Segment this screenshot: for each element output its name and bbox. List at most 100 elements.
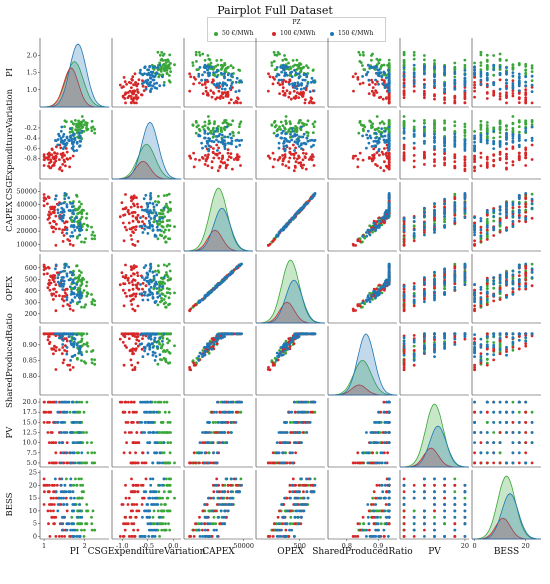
scatter-point xyxy=(221,335,225,338)
scatter-point xyxy=(68,285,72,289)
scatter-point xyxy=(223,63,227,67)
scatter-point xyxy=(473,304,476,308)
scatter-point xyxy=(162,276,166,279)
scatter-point xyxy=(485,53,489,57)
scatter-point xyxy=(158,63,162,67)
scatter-point xyxy=(158,284,162,288)
scatter-point xyxy=(385,210,388,214)
scatter-point xyxy=(197,72,201,76)
scatter-point xyxy=(215,143,219,147)
scatter-point xyxy=(230,72,234,76)
scatter-point xyxy=(207,71,211,75)
scatter-point xyxy=(296,157,299,161)
scatter-point xyxy=(463,101,467,105)
scatter-point xyxy=(379,132,383,136)
scatter-point xyxy=(72,292,76,296)
scatter-point xyxy=(127,81,131,84)
scatter-point xyxy=(239,120,243,124)
scatter-point xyxy=(479,300,483,303)
scatter-point xyxy=(145,279,149,283)
scatter-point xyxy=(207,351,211,355)
scatter-point xyxy=(93,127,96,131)
scatter-point xyxy=(530,143,534,147)
scatter-point xyxy=(154,269,157,273)
scatter-point xyxy=(387,132,391,136)
scatter-point xyxy=(358,53,362,57)
scatter-point xyxy=(443,197,446,201)
scatter-point xyxy=(135,196,138,200)
scatter-point xyxy=(157,75,161,79)
scatter-point xyxy=(423,54,426,57)
scatter-point xyxy=(463,197,467,201)
scatter-point xyxy=(530,216,534,220)
scatter-point xyxy=(402,115,406,118)
scatter-point xyxy=(200,352,204,356)
scatter-point xyxy=(365,72,368,76)
scatter-point xyxy=(351,75,355,79)
scatter-point xyxy=(93,303,97,307)
scatter-point xyxy=(423,119,426,122)
scatter-point xyxy=(485,67,489,70)
scatter-point xyxy=(423,72,426,76)
scatter-point xyxy=(505,295,508,299)
scatter-point xyxy=(161,59,165,62)
scatter-point xyxy=(61,288,65,291)
scatter-point xyxy=(133,279,137,282)
scatter-point xyxy=(453,87,457,90)
scatter-point xyxy=(517,219,521,223)
scatter-point xyxy=(54,214,58,218)
scatter-point xyxy=(365,231,368,234)
scatter-point xyxy=(60,276,64,279)
scatter-point xyxy=(71,211,75,215)
scatter-point xyxy=(492,164,496,168)
scatter-point xyxy=(505,132,508,136)
scatter-point xyxy=(165,69,169,72)
scatter-point xyxy=(412,57,416,61)
scatter-point xyxy=(61,240,65,243)
scatter-point xyxy=(75,226,79,229)
scatter-point xyxy=(479,82,483,86)
scatter-point xyxy=(42,199,46,203)
scatter-point xyxy=(374,163,377,166)
scatter-point xyxy=(210,166,214,170)
scatter-point xyxy=(485,141,489,145)
scatter-point xyxy=(387,122,391,126)
scatter-point xyxy=(479,219,483,223)
scatter-point xyxy=(505,282,508,286)
scatter-point xyxy=(498,145,502,148)
scatter-point xyxy=(166,223,170,227)
scatter-point xyxy=(498,92,502,95)
scatter-point xyxy=(423,214,426,218)
kde-series-0 xyxy=(183,187,254,252)
scatter-point xyxy=(156,228,160,232)
scatter-point xyxy=(443,217,446,221)
kde-series-0 xyxy=(112,143,181,180)
scatter-point xyxy=(307,101,311,105)
scatter-point xyxy=(511,82,515,85)
scatter-point xyxy=(281,163,284,166)
scatter-point xyxy=(517,138,521,142)
scatter-point xyxy=(133,72,137,76)
scatter-point xyxy=(524,146,528,150)
scatter-point xyxy=(387,149,390,152)
scatter-point xyxy=(142,197,146,201)
scatter-point xyxy=(463,192,467,195)
scatter-point xyxy=(156,66,160,69)
scatter-point xyxy=(203,63,207,67)
scatter-point xyxy=(54,263,58,267)
legend-item-50: 50 €/MWh xyxy=(214,30,254,37)
scatter-point xyxy=(511,89,515,92)
scatter-point xyxy=(69,359,72,362)
scatter-point xyxy=(197,75,201,78)
scatter-point xyxy=(203,78,207,82)
scatter-point xyxy=(63,125,66,129)
scatter-point xyxy=(412,51,416,54)
scatter-point xyxy=(140,347,144,351)
scatter-point xyxy=(134,225,138,229)
scatter-point xyxy=(387,58,391,62)
scatter-point xyxy=(524,202,528,206)
scatter-point xyxy=(433,205,436,209)
scatter-point xyxy=(158,228,162,232)
scatter-point xyxy=(284,80,288,83)
scatter-point xyxy=(387,156,391,160)
